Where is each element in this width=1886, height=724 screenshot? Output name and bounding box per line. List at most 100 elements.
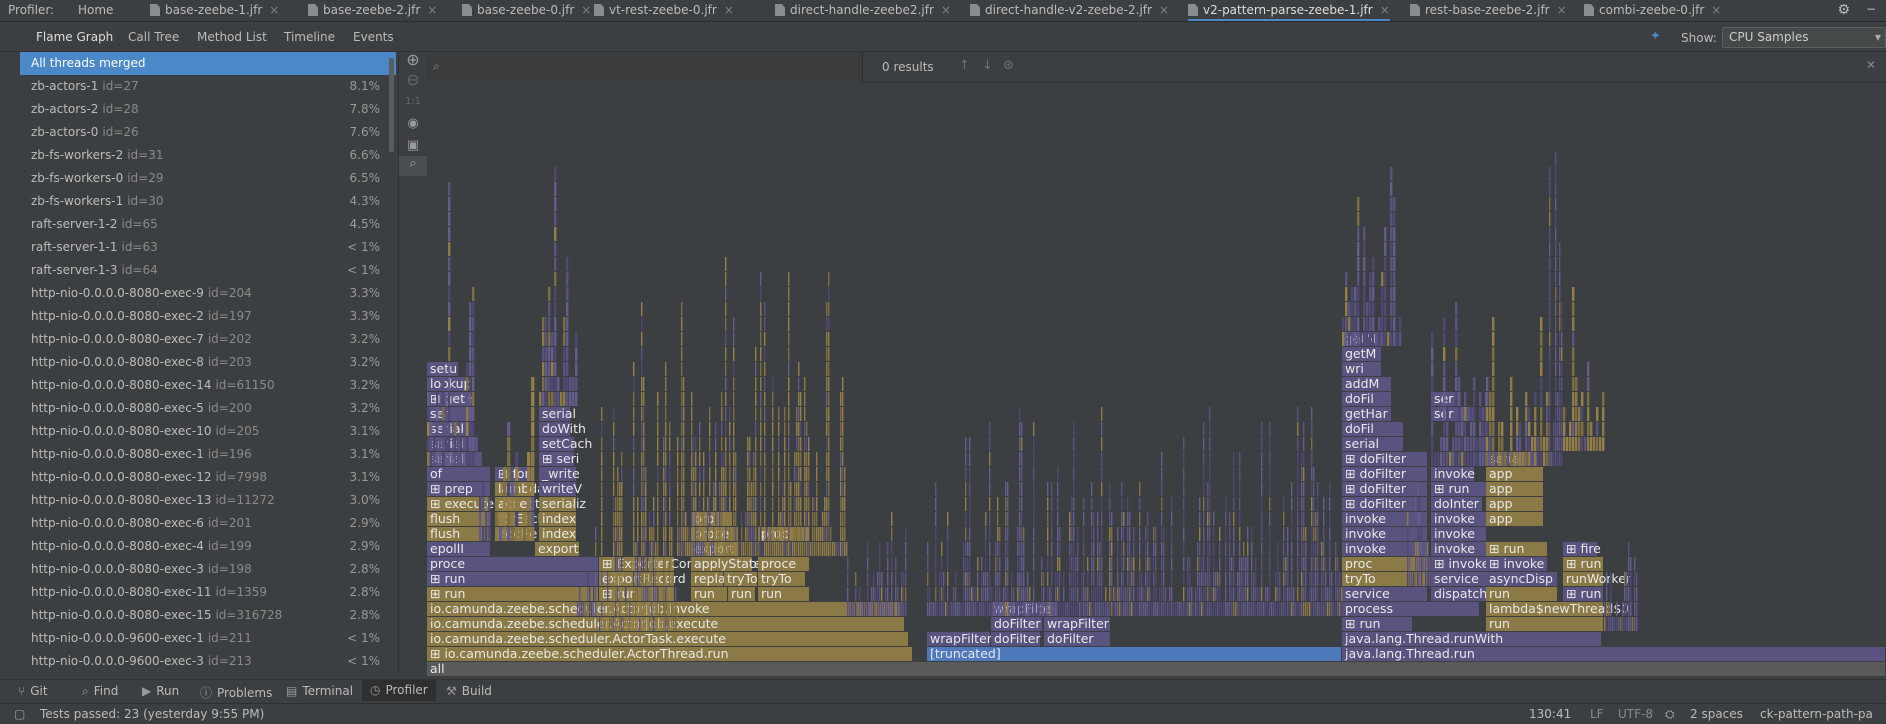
- flame-frame[interactable]: [1431, 332, 1434, 346]
- flame-frame[interactable]: [1363, 332, 1366, 346]
- flame-frame[interactable]: [1563, 557, 1603, 571]
- flame-frame[interactable]: [1464, 407, 1467, 421]
- flame-frame[interactable]: [1309, 587, 1311, 601]
- flame-frame[interactable]: [1044, 617, 1110, 631]
- flame-frame[interactable]: [755, 467, 757, 481]
- flame-frame[interactable]: [1261, 467, 1263, 481]
- flame-frame[interactable]: [1561, 377, 1563, 391]
- flame-frame[interactable]: [1317, 557, 1319, 571]
- flame-frame[interactable]: [1303, 437, 1305, 451]
- flame-frame[interactable]: [1630, 557, 1632, 571]
- flame-frame[interactable]: [1051, 527, 1053, 541]
- flame-frame[interactable]: [1458, 452, 1461, 466]
- flame-frame[interactable]: [707, 497, 709, 511]
- flame-frame[interactable]: [1201, 557, 1203, 571]
- flame-frame[interactable]: [691, 527, 693, 541]
- flame-frame[interactable]: [1467, 452, 1470, 466]
- collapse-icon[interactable]: ⊖: [406, 70, 420, 89]
- flame-frame[interactable]: [1489, 452, 1492, 466]
- flame-frame[interactable]: [1313, 467, 1315, 481]
- flame-frame[interactable]: [1047, 527, 1049, 541]
- flame-frame[interactable]: [842, 452, 844, 466]
- flame-frame[interactable]: [539, 437, 574, 451]
- tool-build[interactable]: ⚒ Build: [446, 684, 492, 698]
- flame-frame[interactable]: [981, 587, 983, 601]
- flame-frame[interactable]: [615, 512, 617, 526]
- flame-frame[interactable]: [1005, 572, 1007, 586]
- flame-frame[interactable]: [495, 512, 499, 526]
- flame-frame[interactable]: [1097, 542, 1099, 556]
- flame-frame[interactable]: [663, 572, 665, 586]
- flame-frame[interactable]: [1421, 557, 1423, 571]
- flame-frame[interactable]: [1211, 602, 1213, 616]
- flame-frame[interactable]: [788, 467, 790, 481]
- flame-frame[interactable]: [1035, 602, 1037, 616]
- flame-frame[interactable]: [1067, 602, 1069, 616]
- flame-frame[interactable]: [929, 587, 931, 601]
- close-icon[interactable]: ×: [940, 3, 951, 17]
- flame-frame[interactable]: [800, 542, 802, 556]
- flame-frame[interactable]: [1229, 542, 1231, 556]
- flame-frame[interactable]: [683, 422, 685, 436]
- flame-frame[interactable]: [859, 587, 861, 601]
- flame-frame[interactable]: [1407, 512, 1409, 526]
- flame-frame[interactable]: [1161, 482, 1163, 496]
- flame-frame[interactable]: [1443, 332, 1446, 346]
- flame-frame[interactable]: [1109, 482, 1111, 496]
- flame-frame[interactable]: [1321, 542, 1323, 556]
- flame-frame[interactable]: [824, 497, 826, 511]
- flame-frame[interactable]: [617, 482, 619, 496]
- thread-item[interactable]: http-nio-0.0.0.0-8080-exec-14 id=61150 3.2…: [20, 374, 396, 397]
- flame-frame[interactable]: [1525, 452, 1528, 466]
- flame-frame[interactable]: [760, 497, 762, 511]
- flame-frame[interactable]: [1407, 527, 1409, 541]
- flame-frame[interactable]: [1303, 572, 1305, 586]
- flame-frame[interactable]: [1634, 617, 1636, 631]
- flame-frame[interactable]: [645, 512, 647, 526]
- flame-frame[interactable]: [1117, 602, 1119, 616]
- flame-frame[interactable]: [1431, 392, 1434, 406]
- flame-frame[interactable]: [1415, 557, 1417, 571]
- flame-frame[interactable]: [939, 587, 941, 601]
- flame-frame[interactable]: [1159, 587, 1161, 601]
- flame-frame[interactable]: [575, 377, 578, 391]
- flame-frame[interactable]: [609, 617, 611, 631]
- flame-frame[interactable]: [1033, 557, 1035, 571]
- flame-frame[interactable]: [641, 527, 643, 541]
- flame-graph[interactable]: all ⊞ io.camunda.zeebe.scheduler.ActorThr…: [427, 83, 1886, 679]
- flame-frame[interactable]: [633, 452, 635, 466]
- flame-frame[interactable]: [554, 212, 557, 226]
- flame-frame[interactable]: [745, 512, 747, 526]
- flame-frame[interactable]: [542, 362, 545, 376]
- tab-flame-graph[interactable]: Flame Graph: [36, 30, 114, 44]
- flame-frame[interactable]: [1071, 572, 1073, 586]
- flame-frame[interactable]: [1071, 497, 1073, 511]
- flame-frame[interactable]: [1492, 347, 1495, 361]
- flame-frame[interactable]: [1007, 482, 1009, 496]
- flame-frame[interactable]: [499, 527, 503, 541]
- flame-frame[interactable]: [613, 572, 615, 586]
- flame-frame[interactable]: [448, 182, 451, 196]
- flame-frame[interactable]: [1486, 452, 1489, 466]
- flame-frame[interactable]: [1153, 542, 1155, 556]
- flame-frame[interactable]: [1390, 212, 1393, 226]
- flame-frame[interactable]: [1021, 497, 1023, 511]
- flame-frame[interactable]: [527, 497, 531, 511]
- flame-frame[interactable]: [1239, 572, 1241, 586]
- flame-frame[interactable]: [1363, 242, 1366, 256]
- flame-frame[interactable]: [1183, 467, 1185, 481]
- flame-frame[interactable]: [1369, 302, 1372, 316]
- flame-frame[interactable]: [1019, 572, 1021, 586]
- flame-frame[interactable]: [1317, 572, 1319, 586]
- flame-frame[interactable]: [1572, 392, 1575, 406]
- flame-frame[interactable]: [1183, 527, 1185, 541]
- flame-frame[interactable]: [1525, 422, 1528, 436]
- flame-frame[interactable]: [840, 482, 842, 496]
- flame-frame[interactable]: [1189, 557, 1191, 571]
- flame-frame[interactable]: [1534, 437, 1537, 451]
- flame-frame[interactable]: [733, 422, 735, 436]
- flame-frame[interactable]: [1219, 572, 1221, 586]
- flame-frame[interactable]: [472, 332, 475, 346]
- flame-frame[interactable]: [433, 452, 436, 466]
- flame-frame[interactable]: [1351, 332, 1354, 346]
